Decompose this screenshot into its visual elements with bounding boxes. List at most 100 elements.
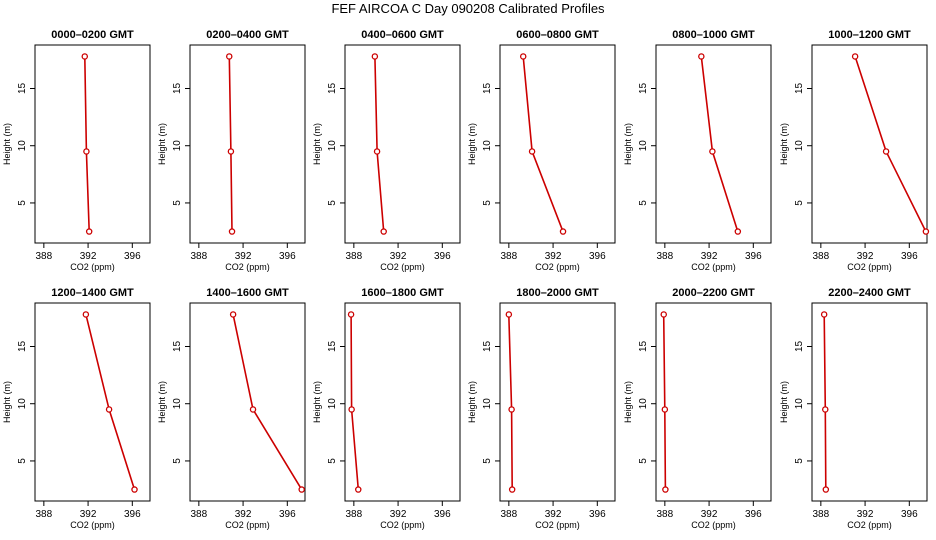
y-tick-label: 10	[482, 398, 493, 410]
x-tick-label: 396	[434, 509, 451, 520]
x-tick-label: 388	[501, 509, 518, 520]
y-axis-label: Height (m)	[157, 123, 167, 165]
profile-line	[522, 56, 564, 232]
y-tick-label: 15	[638, 340, 649, 352]
data-point	[851, 53, 859, 60]
x-tick-label: 396	[124, 509, 141, 520]
y-tick-label: 15	[172, 82, 183, 94]
plot-frame	[499, 302, 616, 502]
y-tick-label: 5	[17, 458, 28, 464]
panel-title: 0400–0600 GMT	[361, 29, 444, 41]
panel-12: 2200–2400 GMT 388 392 396 CO2 (ppm) 5 10 15 Heig…	[779, 287, 928, 530]
x-tick-label: 388	[346, 251, 363, 262]
profile-line	[700, 56, 739, 232]
x-tick-label: 392	[545, 509, 562, 520]
plot-frame	[34, 302, 151, 502]
y-tick-label: 5	[482, 200, 493, 206]
panel-8: 1400–1600 GMT 388 392 396 CO2 (ppm) 5 10 15 Heig…	[157, 287, 306, 530]
x-axis-label: CO2 (ppm)	[535, 262, 580, 272]
plot-frame	[655, 302, 772, 502]
data-point	[85, 228, 93, 235]
profile-line	[232, 314, 303, 491]
x-axis-label: CO2 (ppm)	[847, 262, 892, 272]
panel-title: 2000–2200 GMT	[672, 287, 755, 299]
x-tick-label: 392	[701, 509, 718, 520]
y-tick-label: 10	[17, 140, 28, 152]
data-point	[660, 311, 667, 318]
plot-frame	[189, 302, 306, 502]
x-tick-label: 396	[434, 251, 451, 262]
x-tick-label: 396	[589, 509, 606, 520]
panel-5: 0800–1000 GMT 388 392 396 CO2 (ppm) 5 10 15 Heig…	[623, 29, 772, 272]
data-point	[81, 53, 89, 60]
panel-title: 0600–0800 GMT	[516, 29, 599, 41]
y-tick-label: 15	[327, 82, 338, 94]
x-tick-label: 396	[901, 509, 918, 520]
data-point	[105, 406, 113, 413]
y-tick-label: 15	[794, 82, 805, 94]
panel-title: 1200–1400 GMT	[51, 287, 134, 299]
y-tick-label: 5	[482, 458, 493, 464]
y-axis-label: Height (m)	[623, 381, 633, 423]
panel-2: 0200–0400 GMT 388 392 396 CO2 (ppm) 5 10 15 Heig…	[157, 29, 306, 272]
panel-title: 1600–1800 GMT	[361, 287, 444, 299]
data-point	[227, 148, 235, 155]
panel-title: 1000–1200 GMT	[828, 29, 911, 41]
data-point	[380, 228, 387, 235]
plot-frame	[811, 302, 928, 502]
data-point	[922, 228, 930, 235]
panel-4: 0600–0800 GMT 388 392 396 CO2 (ppm) 5 10 15 Heig…	[467, 29, 616, 272]
x-tick-label: 392	[390, 251, 407, 262]
x-tick-label: 392	[857, 509, 874, 520]
panel-10: 1800–2000 GMT 388 392 396 CO2 (ppm) 5 10 15 Heig…	[467, 287, 616, 530]
data-point	[820, 311, 828, 318]
panel-9: 1600–1800 GMT 388 392 396 CO2 (ppm) 5 10 15 Heig…	[312, 287, 461, 530]
data-point	[298, 486, 305, 493]
y-tick-label: 5	[794, 200, 805, 206]
x-tick-label: 388	[657, 509, 674, 520]
figure-title: FEF AIRCOA C Day 090208 Calibrated Profi…	[331, 1, 605, 16]
data-point	[355, 486, 362, 493]
x-tick-label: 388	[657, 251, 674, 262]
data-point	[882, 148, 890, 155]
panel-title: 1400–1600 GMT	[206, 287, 289, 299]
y-tick-label: 15	[482, 82, 493, 94]
data-point	[373, 148, 381, 155]
x-axis-label: CO2 (ppm)	[847, 520, 892, 530]
profile-line	[84, 56, 90, 232]
x-axis-label: CO2 (ppm)	[225, 520, 270, 530]
x-axis-label: CO2 (ppm)	[535, 520, 580, 530]
x-tick-label: 396	[124, 251, 141, 262]
y-axis-label: Height (m)	[467, 381, 477, 423]
plot-frame	[189, 44, 306, 244]
profile-line	[854, 56, 927, 232]
x-axis-label: CO2 (ppm)	[70, 520, 115, 530]
y-tick-label: 10	[172, 140, 183, 152]
data-point	[508, 406, 515, 413]
data-point	[698, 53, 705, 60]
y-tick-label: 5	[17, 200, 28, 206]
profile-line	[508, 314, 513, 490]
y-tick-label: 10	[638, 140, 649, 152]
x-tick-label: 388	[191, 251, 208, 262]
y-tick-label: 15	[482, 340, 493, 352]
y-axis-label: Height (m)	[623, 123, 633, 165]
y-axis-label: Height (m)	[779, 123, 789, 165]
x-tick-label: 396	[279, 509, 296, 520]
x-tick-label: 388	[36, 509, 53, 520]
panel-11: 2000–2200 GMT 388 392 396 CO2 (ppm) 5 10 15 Heig…	[623, 287, 772, 530]
x-tick-label: 392	[235, 251, 252, 262]
y-tick-label: 10	[482, 140, 493, 152]
x-tick-label: 396	[901, 251, 918, 262]
x-tick-label: 388	[813, 509, 830, 520]
x-tick-label: 396	[589, 251, 606, 262]
x-tick-label: 392	[701, 251, 718, 262]
y-tick-label: 5	[638, 458, 649, 464]
y-tick-label: 5	[172, 458, 183, 464]
data-point	[226, 53, 233, 60]
x-axis-label: CO2 (ppm)	[380, 520, 425, 530]
x-tick-label: 388	[501, 251, 518, 262]
profile-line	[374, 56, 385, 232]
x-tick-label: 388	[813, 251, 830, 262]
